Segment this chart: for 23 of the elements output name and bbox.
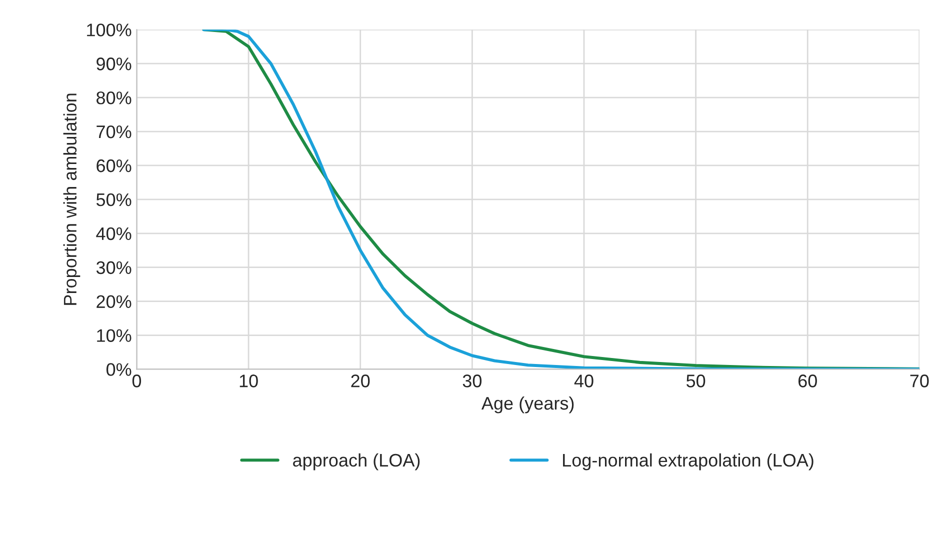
y-axis-title: Proportion with ambulation bbox=[63, 94, 80, 305]
y-tick-label: 100% bbox=[87, 24, 132, 36]
x-tick-label: 30 bbox=[462, 374, 482, 388]
y-tick-label: 0% bbox=[106, 363, 132, 376]
x-tick-label: 20 bbox=[351, 374, 370, 388]
y-tick-label: 30% bbox=[96, 261, 132, 274]
x-tick-label: 40 bbox=[574, 374, 594, 388]
x-tick-label: 70 bbox=[910, 374, 929, 388]
y-tick-label: 70% bbox=[96, 125, 132, 138]
y-tick-label: 40% bbox=[96, 227, 132, 240]
y-tick-label: 80% bbox=[96, 91, 132, 104]
y-tick-label: 20% bbox=[96, 295, 132, 308]
y-tick-label: 90% bbox=[96, 58, 132, 70]
y-tick-label: 50% bbox=[96, 193, 132, 206]
y-tick-label: 60% bbox=[96, 159, 132, 172]
y-tick-label: 10% bbox=[97, 329, 132, 342]
x-tick-label: 60 bbox=[798, 374, 817, 388]
legend-label: Log-normal extrapolation (LOA) bbox=[563, 453, 814, 470]
x-tick-label: 0 bbox=[132, 374, 142, 388]
legend-label: approach (LOA) bbox=[293, 453, 420, 470]
x-tick-label: 10 bbox=[240, 374, 258, 388]
x-tick-label: 50 bbox=[686, 374, 706, 388]
x-axis-title: Age (years) bbox=[481, 396, 574, 414]
